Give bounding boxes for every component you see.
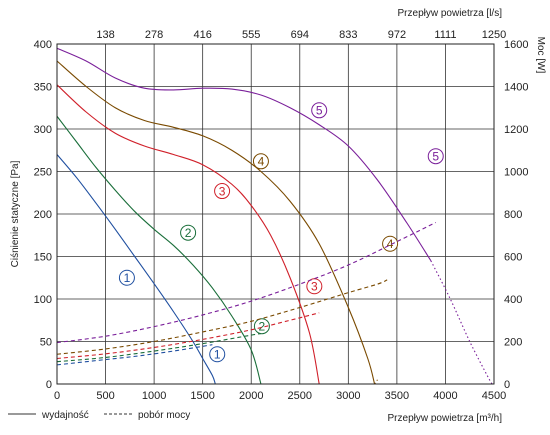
series-2-pressure-marker-circle — [180, 224, 197, 241]
legend: wydajność pobór mocy — [8, 410, 190, 421]
x2-tick-label: 833 — [339, 29, 357, 41]
series-1-power-marker-circle — [209, 346, 226, 363]
series-3-power-line — [56, 312, 320, 360]
series-2-pressure-marker: 2 — [180, 224, 197, 241]
series-2-power-marker-circle — [253, 318, 270, 335]
x-tick-label: 3000 — [336, 390, 360, 402]
x2-tick-label: 278 — [145, 29, 163, 41]
x-tick-label: 500 — [96, 390, 114, 402]
series-5-pressure-line — [56, 47, 432, 262]
x-tick-label: 4000 — [433, 390, 457, 402]
x-axis-title: Przepływ powietrza [m³/h] — [388, 413, 503, 424]
series-1-pressure-marker: 1 — [118, 269, 135, 286]
x-tick-label: 2500 — [288, 390, 312, 402]
series-4-power-line — [56, 279, 388, 355]
series-2-power-marker: 2 — [253, 318, 270, 335]
series-5-power-line — [56, 222, 436, 344]
x2-tick-label: 1111 — [434, 29, 456, 41]
legend-label-pobor-mocy: pobór mocy — [138, 410, 190, 421]
series-1-pressure-marker-circle — [118, 269, 135, 286]
x2-tick-label: 138 — [96, 29, 114, 41]
y2-tick-label: 600 — [504, 252, 522, 264]
series-5-pressure-marker: 5 — [311, 102, 328, 119]
y-tick-label: 300 — [34, 124, 52, 136]
x-tick-label: 4500 — [482, 390, 506, 402]
y-tick-label: 0 — [46, 379, 52, 391]
series-1-power-line — [56, 344, 213, 366]
y-tick-label: 150 — [34, 252, 52, 264]
series-5-pressure-marker-text: 5 — [316, 104, 323, 118]
series-2-power-marker-text: 2 — [259, 320, 266, 334]
y2-tick-label: 1000 — [504, 167, 528, 179]
y2-tick-label: 1400 — [504, 82, 528, 94]
series-1-pressure-marker-text: 1 — [124, 271, 131, 285]
series-2-pressure-line — [56, 115, 262, 385]
x2-axis-title: Przepływ powietrza [l/s] — [398, 8, 503, 19]
series-3-pressure-marker: 3 — [214, 183, 231, 200]
y2-tick-label: 800 — [504, 209, 522, 221]
series-1-power-marker-text: 1 — [214, 348, 221, 362]
x-tick-label: 2000 — [239, 390, 263, 402]
series-3-pressure-line — [56, 84, 320, 385]
series-5-power-marker-circle — [427, 148, 444, 165]
y2-tick-label: 1600 — [504, 39, 528, 51]
y2-tick-label: 1200 — [504, 124, 528, 136]
series-4-power-extension — [374, 379, 378, 385]
series-3-power-marker-circle — [306, 278, 323, 295]
series-5-pressure-extension — [430, 260, 493, 385]
series-4-pressure-marker: 4 — [252, 153, 269, 170]
y-axis-title: Ciśnienie statyczne [Pa] — [10, 160, 21, 267]
series-4-power-marker: 4 — [382, 235, 399, 252]
legend-label-wydajnosc: wydajność — [41, 410, 89, 421]
y-tick-label: 50 — [40, 337, 52, 349]
series-4-pressure-marker-circle — [252, 153, 269, 170]
series-3-pressure-marker-text: 3 — [219, 184, 226, 198]
series-5-power-marker-text: 5 — [432, 150, 439, 164]
x-tick-label: 1500 — [190, 390, 214, 402]
y2-tick-label: 200 — [504, 337, 522, 349]
y-tick-label: 250 — [34, 167, 52, 179]
series-4-pressure-marker-text: 4 — [258, 155, 265, 169]
series-4-power-marker-text: 4 — [387, 237, 394, 251]
series-5-pressure-marker-circle — [311, 102, 328, 119]
x2-tick-label: 972 — [388, 29, 406, 41]
x2-tick-label: 1250 — [482, 29, 506, 41]
series-1-pressure-line — [56, 154, 216, 385]
plot-frame — [56, 43, 495, 385]
series-4-power-marker-circle — [382, 235, 399, 252]
series-2-power-line — [56, 333, 262, 363]
series-5-power-marker: 5 — [427, 148, 444, 165]
series-4-pressure-line — [56, 60, 376, 385]
y-tick-label: 400 — [34, 39, 52, 51]
series-2-pressure-marker-text: 2 — [185, 226, 192, 240]
y2-tick-label: 0 — [504, 379, 510, 391]
x-tick-label: 0 — [54, 390, 60, 402]
y2-tick-label: 400 — [504, 294, 522, 306]
x2-tick-label: 555 — [242, 29, 260, 41]
x-tick-label: 3500 — [385, 390, 409, 402]
axes — [56, 43, 495, 385]
x-tick-label: 1000 — [142, 390, 166, 402]
y2-axis-title: Moc [W] — [535, 37, 546, 74]
x2-tick-label: 416 — [193, 29, 211, 41]
y-tick-label: 200 — [34, 209, 52, 221]
series-1-power-marker: 1 — [209, 346, 226, 363]
series-3-pressure-marker-circle — [214, 183, 231, 200]
series-3-power-marker: 3 — [306, 278, 323, 295]
y-tick-label: 100 — [34, 294, 52, 306]
y-tick-label: 350 — [34, 82, 52, 94]
x2-tick-label: 694 — [291, 29, 309, 41]
series-3-power-marker-text: 3 — [311, 280, 318, 294]
series-layer: 1 1 2 2 3 3 4 4 5 5 — [56, 47, 493, 385]
